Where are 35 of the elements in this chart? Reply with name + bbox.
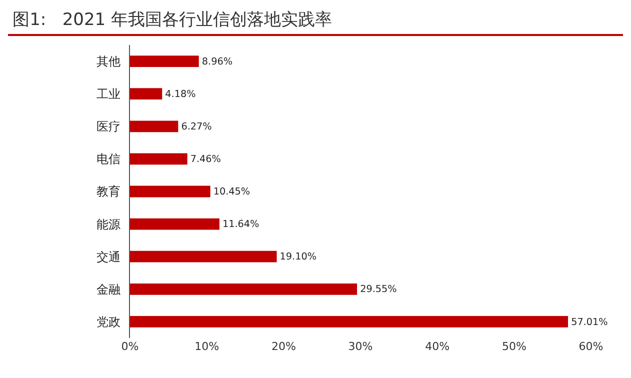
y-tick-label: 能源 (96, 217, 121, 232)
x-tick-label: 60% (578, 340, 604, 353)
bar (130, 218, 220, 230)
x-tick-label: 30% (348, 340, 373, 353)
y-tick-label: 电信 (96, 152, 121, 166)
data-label: 7.46% (190, 154, 221, 166)
data-label: 4.18% (165, 88, 196, 100)
data-label: 57.01% (571, 316, 608, 328)
data-label: 10.45% (213, 186, 250, 198)
y-tick-label: 教育 (96, 184, 121, 199)
chart-title: 图1: 2021 年我国各行业信创落地实践率 (12, 10, 332, 30)
data-label: 19.10% (280, 252, 316, 263)
y-tick-label: 其他 (96, 54, 121, 68)
data-label: 11.64% (222, 219, 260, 230)
y-tick-label: 医疗 (96, 120, 121, 134)
y-tick-label: 交通 (96, 250, 121, 264)
y-tick-label: 金融 (96, 282, 121, 296)
bar (130, 153, 188, 165)
x-tick-label: 20% (271, 340, 296, 353)
x-tick-label: 40% (425, 340, 450, 353)
x-tick-label: 0% (121, 340, 139, 353)
y-tick-label: 工业 (96, 87, 121, 102)
y-tick-label: 党政 (96, 314, 121, 329)
bar (130, 186, 210, 198)
data-label: 29.55% (360, 284, 397, 296)
bar (130, 56, 199, 67)
bar (130, 283, 358, 295)
data-label: 6.27% (181, 121, 212, 132)
bar (130, 250, 277, 262)
bar (130, 88, 162, 100)
x-tick-label: 50% (502, 340, 526, 353)
bar (130, 316, 568, 328)
bar (130, 120, 178, 132)
data-label: 8.96% (202, 56, 232, 68)
x-tick-label: 10% (194, 340, 220, 353)
